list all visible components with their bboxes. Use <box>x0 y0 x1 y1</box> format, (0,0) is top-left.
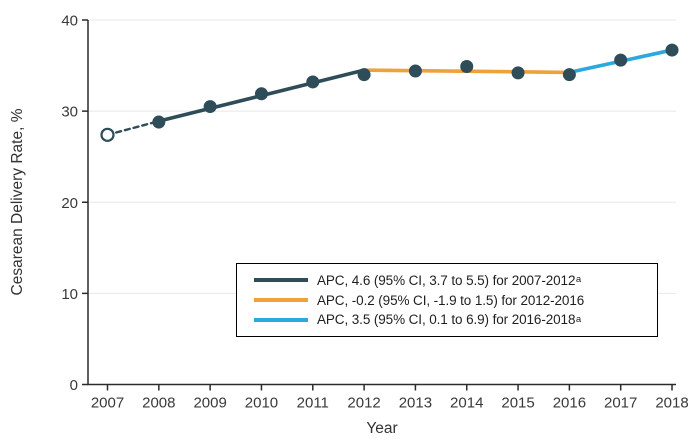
y-tick-label: 20 <box>61 195 78 212</box>
y-tick-label: 0 <box>70 377 78 394</box>
x-tick-label: 2017 <box>604 395 637 412</box>
data-point <box>254 87 268 101</box>
x-axis-title: Year <box>366 420 397 437</box>
data-point <box>511 66 525 80</box>
legend-item: APC, 3.5 (95% CI, 0.1 to 6.9) for 2016-2… <box>254 312 657 327</box>
legend-line-swatch <box>254 317 308 322</box>
x-tick-label: 2008 <box>142 395 175 412</box>
data-point <box>357 68 371 82</box>
data-point <box>306 75 320 89</box>
trend-segment-lead-in-dashed <box>106 119 161 137</box>
data-point <box>562 68 576 82</box>
x-tick-label: 2010 <box>245 395 278 412</box>
data-point <box>408 64 422 78</box>
x-tick-label: 2012 <box>347 395 380 412</box>
y-tick-label: 30 <box>61 104 78 121</box>
x-tick-label: 2011 <box>297 395 329 412</box>
data-point <box>203 100 217 114</box>
data-point <box>460 59 474 73</box>
legend-line-swatch <box>254 298 308 302</box>
data-point <box>665 43 679 57</box>
y-tick-label: 40 <box>61 13 78 30</box>
legend-item: APC, -0.2 (95% CI, -1.9 to 1.5) for 2012… <box>254 293 657 308</box>
x-tick-label: 2013 <box>399 395 432 412</box>
legend-label: APC, -0.2 (95% CI, -1.9 to 1.5) for 2012… <box>317 292 585 308</box>
legend-line-swatch <box>254 278 308 283</box>
x-tick-label: 2018 <box>655 395 688 412</box>
legend-label: APC, 3.5 (95% CI, 0.1 to 6.9) for 2016-2… <box>317 312 576 328</box>
legend-item: APC, 4.6 (95% CI, 3.7 to 5.5) for 2007-2… <box>254 273 657 288</box>
data-point <box>152 115 166 129</box>
x-tick-label: 2007 <box>91 395 124 412</box>
legend-label: APC, 4.6 (95% CI, 3.7 to 5.5) for 2007-2… <box>317 272 576 288</box>
x-tick-label: 2009 <box>193 395 226 412</box>
x-tick-label: 2016 <box>553 395 586 412</box>
axes: 0 10 20 30 40 2007 2008 2009 2010 2011 2012 2013 201… <box>61 13 688 412</box>
y-tick-label: 10 <box>61 286 78 303</box>
data-point <box>614 53 628 67</box>
data-point-open <box>100 127 115 142</box>
chart-legend: APC, 4.6 (95% CI, 3.7 to 5.5) for 2007-2… <box>236 263 658 337</box>
data-series <box>100 43 679 142</box>
gridlines <box>88 19 676 294</box>
x-tick-label: 2014 <box>450 395 483 412</box>
y-axis-title: Cesarean Delivery Rate, % <box>9 108 26 295</box>
x-tick-label: 2015 <box>501 395 534 412</box>
